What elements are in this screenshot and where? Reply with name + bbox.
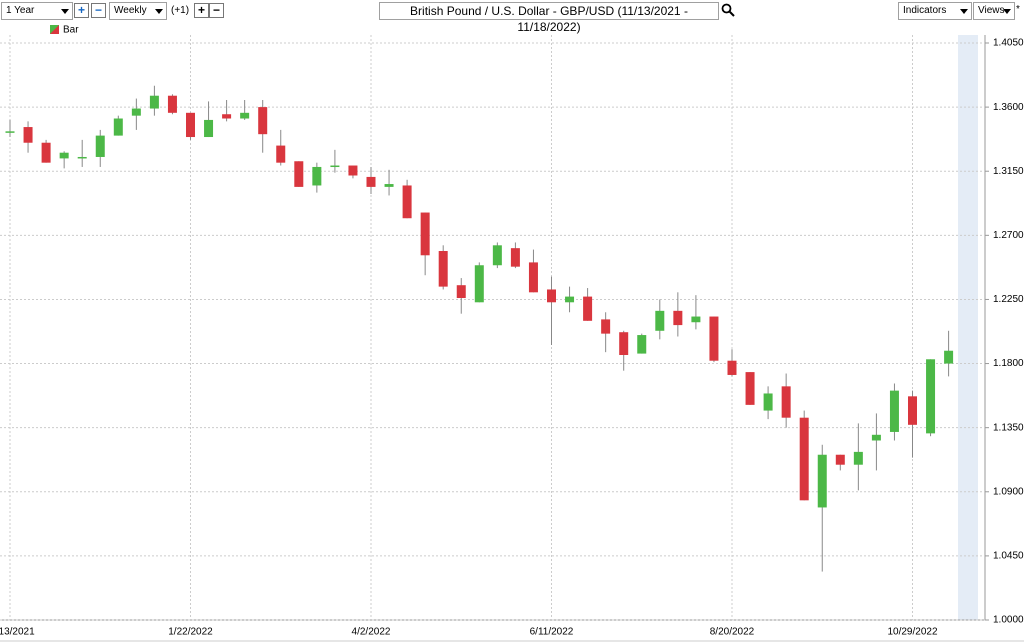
candle-body bbox=[547, 289, 556, 303]
candle-body bbox=[673, 310, 683, 326]
candle-body bbox=[59, 152, 69, 159]
y-tick-label: 1.1350 bbox=[993, 422, 1024, 433]
candle-body bbox=[366, 176, 376, 187]
indicators-text: Indicators bbox=[903, 5, 947, 16]
candle-body bbox=[384, 184, 394, 187]
candle-body bbox=[853, 451, 863, 465]
period-select[interactable]: 1 Year bbox=[1, 2, 73, 20]
candle-body bbox=[258, 107, 268, 135]
candle-body bbox=[330, 165, 340, 168]
y-tick-label: 1.0450 bbox=[993, 551, 1024, 562]
candle-body bbox=[510, 248, 520, 267]
legend-swatch-down bbox=[50, 25, 59, 34]
candle-body bbox=[402, 185, 412, 219]
candle-body bbox=[5, 131, 15, 133]
y-tick-label: 1.4050 bbox=[993, 38, 1024, 49]
candle-body bbox=[492, 245, 502, 266]
zoom-in[interactable]: + bbox=[74, 3, 89, 18]
candle-body bbox=[565, 296, 575, 303]
candle-body bbox=[601, 319, 611, 334]
x-tick-label: 1/22/2022 bbox=[168, 627, 213, 638]
candle-body bbox=[348, 165, 358, 176]
candle-body bbox=[745, 372, 755, 405]
candle-body bbox=[474, 265, 484, 303]
y-tick-label: 1.3150 bbox=[993, 166, 1024, 177]
candle-body bbox=[276, 145, 286, 163]
offset-minus[interactable]: − bbox=[209, 3, 224, 18]
zoom-out[interactable]: − bbox=[91, 3, 106, 18]
candle-body bbox=[926, 359, 936, 434]
candle-body bbox=[222, 114, 232, 119]
candle-body bbox=[186, 112, 195, 138]
x-tick-label: 8/20/2022 bbox=[710, 627, 755, 638]
candle-body bbox=[438, 251, 448, 287]
future-band bbox=[958, 35, 978, 620]
interval-select[interactable]: Weekly bbox=[109, 2, 167, 20]
candle-body bbox=[240, 112, 250, 119]
y-tick-label: 1.2250 bbox=[993, 294, 1024, 305]
candle-body bbox=[149, 95, 159, 109]
legend-label: Bar bbox=[63, 25, 79, 36]
period-text: 1 Year bbox=[6, 5, 35, 16]
indicators-select[interactable]: Indicators bbox=[898, 2, 972, 20]
candle-body bbox=[294, 161, 304, 187]
candle-body bbox=[456, 285, 466, 299]
y-tick-label: 1.0000 bbox=[993, 615, 1024, 626]
candle-body bbox=[528, 262, 538, 293]
x-tick-label: 10/29/2022 bbox=[887, 627, 937, 638]
candle-body bbox=[944, 350, 954, 364]
candle-body bbox=[312, 166, 322, 186]
candle-body bbox=[41, 142, 51, 163]
candle-body bbox=[131, 108, 141, 116]
y-tick-label: 1.3600 bbox=[993, 102, 1024, 113]
search-icon[interactable] bbox=[721, 3, 735, 17]
candle-body bbox=[204, 119, 214, 138]
candle-body bbox=[908, 396, 917, 425]
candle-body bbox=[817, 454, 827, 508]
offset-label: (+1) bbox=[171, 5, 190, 16]
offset-plus[interactable]: + bbox=[194, 3, 209, 18]
x-tick-label: 11/13/2021 bbox=[0, 627, 35, 638]
x-tick-label: 6/11/2022 bbox=[530, 627, 574, 638]
candle-body bbox=[167, 95, 177, 113]
candle-body bbox=[420, 212, 430, 256]
candle-body bbox=[619, 332, 629, 356]
candle-body bbox=[23, 127, 33, 143]
y-tick-label: 1.2700 bbox=[993, 230, 1024, 241]
candle-body bbox=[799, 417, 809, 501]
candle-body bbox=[637, 335, 647, 354]
candle-body bbox=[655, 310, 665, 331]
chart-title: British Pound / U.S. Dollar - GBP/USD (1… bbox=[379, 2, 719, 34]
candle-body bbox=[889, 390, 899, 432]
candle-body bbox=[95, 135, 105, 157]
candle-body bbox=[763, 393, 773, 411]
views-select[interactable]: Views bbox=[973, 2, 1015, 20]
candle-body bbox=[691, 316, 701, 323]
y-tick-label: 1.0900 bbox=[993, 486, 1024, 497]
x-tick-label: 4/2/2022 bbox=[352, 627, 391, 638]
candle-body bbox=[113, 118, 123, 136]
interval-text: Weekly bbox=[114, 5, 147, 16]
candle-body bbox=[835, 454, 845, 465]
candle-body bbox=[727, 360, 737, 375]
views-text: Views bbox=[978, 5, 1005, 16]
candle-body bbox=[709, 316, 719, 361]
candle-body bbox=[583, 296, 593, 321]
views-flag: * bbox=[1016, 4, 1020, 15]
candle-body bbox=[781, 386, 791, 418]
y-tick-label: 1.1800 bbox=[993, 358, 1024, 369]
candle-body bbox=[77, 156, 87, 159]
candle-body bbox=[871, 434, 881, 441]
